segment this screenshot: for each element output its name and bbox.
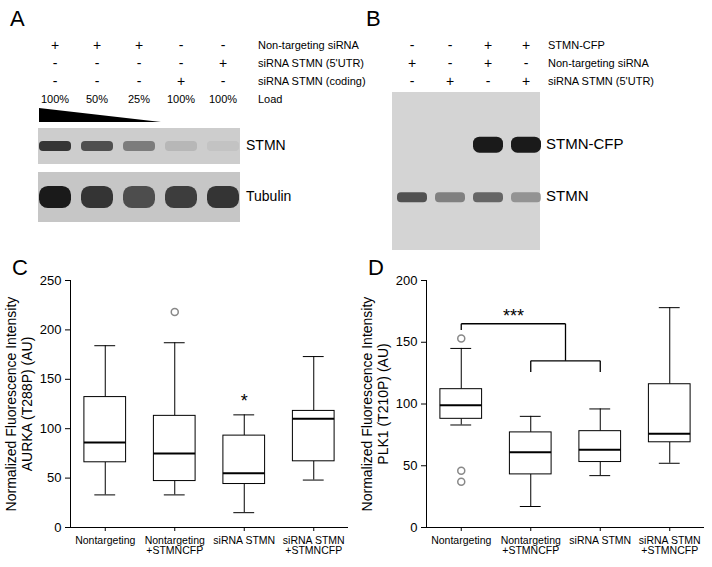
svg-text:+: + xyxy=(219,55,227,71)
svg-text:+: + xyxy=(93,37,101,53)
svg-text:-: - xyxy=(221,37,226,53)
svg-text:Non-targeting siRNA: Non-targeting siRNA xyxy=(548,57,650,69)
svg-text:siRNA STMN (coding): siRNA STMN (coding) xyxy=(258,75,366,87)
svg-text:50: 50 xyxy=(47,470,61,485)
svg-text:+: + xyxy=(446,73,454,89)
svg-text:50: 50 xyxy=(403,458,417,473)
svg-text:Load: Load xyxy=(258,93,282,105)
svg-text:0: 0 xyxy=(410,520,417,535)
svg-text:+: + xyxy=(135,37,143,53)
svg-text:siRNA STMN+STMNCFP: siRNA STMN+STMNCFP xyxy=(639,534,701,557)
svg-text:250: 250 xyxy=(40,273,62,288)
svg-text:Nontargeting: Nontargeting xyxy=(75,534,135,546)
svg-text:*: * xyxy=(241,391,248,411)
svg-text:0: 0 xyxy=(54,520,61,535)
svg-text:50%: 50% xyxy=(86,93,108,105)
svg-text:Nontargeting+STMNCFP: Nontargeting+STMNCFP xyxy=(145,534,205,557)
svg-text:-: - xyxy=(179,55,184,71)
svg-text:siRNA STMN+STMNCFP: siRNA STMN+STMNCFP xyxy=(283,534,345,557)
svg-text:siRNA STMN: siRNA STMN xyxy=(569,534,631,546)
svg-text:siRNA STMN: siRNA STMN xyxy=(213,534,275,546)
svg-text:siRNA STMN (5'UTR): siRNA STMN (5'UTR) xyxy=(548,75,654,87)
svg-text:STMN-CFP: STMN-CFP xyxy=(546,135,624,152)
svg-text:+: + xyxy=(177,73,185,89)
svg-text:-: - xyxy=(448,55,453,71)
svg-text:+: + xyxy=(522,73,530,89)
svg-text:+: + xyxy=(408,55,416,71)
svg-text:+: + xyxy=(484,55,492,71)
svg-text:STMN: STMN xyxy=(246,137,286,153)
html-text:Normalized Fluorescence Intens: Normalized Fluorescence Intensity PLK1 (… xyxy=(358,296,391,511)
svg-text:-: - xyxy=(448,37,453,53)
svg-text:Non-targeting siRNA: Non-targeting siRNA xyxy=(258,39,360,51)
svg-text:100: 100 xyxy=(396,396,418,411)
svg-text:Nontargeting+STMNCFP: Nontargeting+STMNCFP xyxy=(501,534,561,557)
svg-text:-: - xyxy=(410,73,415,89)
svg-text:-: - xyxy=(137,55,142,71)
html-text:C: C xyxy=(12,255,28,280)
svg-text:-: - xyxy=(95,55,100,71)
svg-text:STMN: STMN xyxy=(546,187,589,204)
html-text:Normalized Fluorescence Intens: Normalized Fluorescence Intensity AURKA … xyxy=(2,296,35,511)
svg-text:siRNA STMN (5'UTR): siRNA STMN (5'UTR) xyxy=(258,57,364,69)
svg-text:-: - xyxy=(179,37,184,53)
svg-text:150: 150 xyxy=(40,371,62,386)
svg-text:-: - xyxy=(221,73,226,89)
svg-text:-: - xyxy=(486,73,491,89)
svg-text:A: A xyxy=(10,6,25,31)
svg-text:25%: 25% xyxy=(128,93,150,105)
svg-text:STMN-CFP: STMN-CFP xyxy=(548,39,605,51)
svg-text:200: 200 xyxy=(40,322,62,337)
svg-text:+: + xyxy=(51,37,59,53)
svg-text:150: 150 xyxy=(396,334,418,349)
svg-text:-: - xyxy=(410,37,415,53)
svg-text:100%: 100% xyxy=(167,93,195,105)
svg-text:-: - xyxy=(137,73,142,89)
svg-text:-: - xyxy=(53,55,58,71)
svg-text:B: B xyxy=(366,6,381,31)
svg-text:+: + xyxy=(484,37,492,53)
svg-text:Tubulin: Tubulin xyxy=(246,188,291,204)
svg-text:Nontargeting: Nontargeting xyxy=(431,534,491,546)
svg-text:***: *** xyxy=(503,306,524,326)
svg-text:-: - xyxy=(524,55,529,71)
svg-text:-: - xyxy=(95,73,100,89)
html-text:D: D xyxy=(368,255,384,280)
svg-text:100%: 100% xyxy=(41,93,69,105)
svg-text:100%: 100% xyxy=(209,93,237,105)
svg-text:-: - xyxy=(53,73,58,89)
svg-text:200: 200 xyxy=(396,273,418,288)
svg-text:100: 100 xyxy=(40,421,62,436)
svg-text:+: + xyxy=(522,37,530,53)
